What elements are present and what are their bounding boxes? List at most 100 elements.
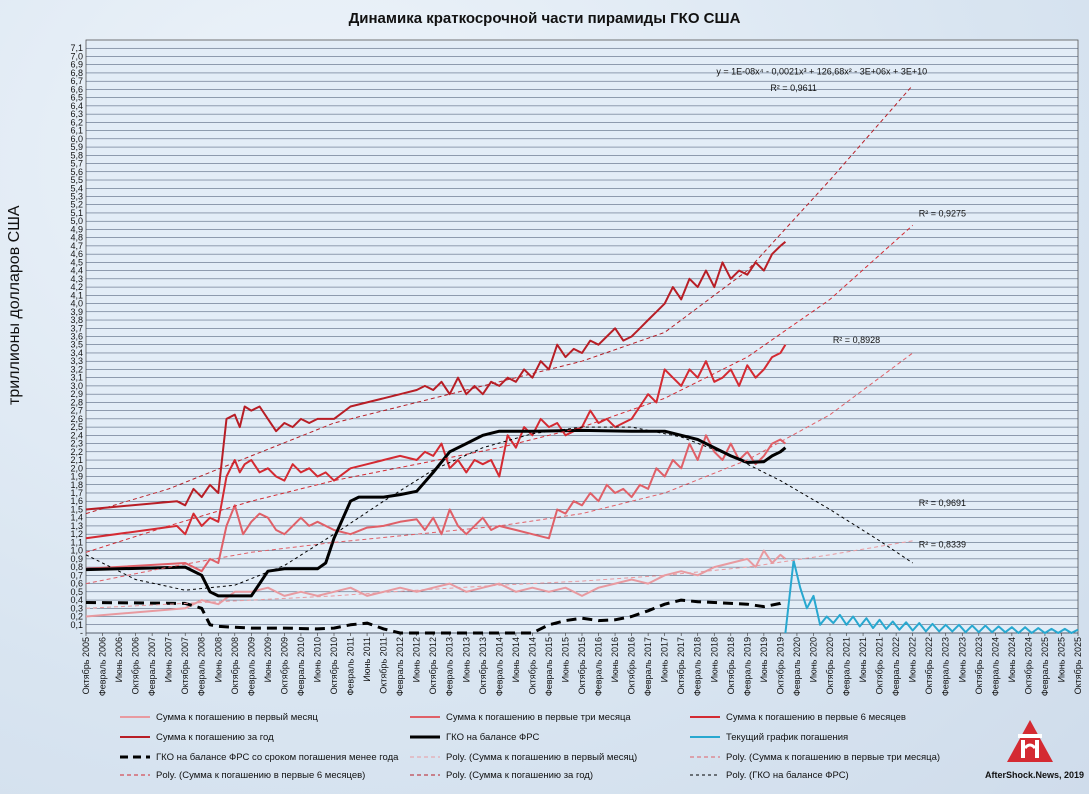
plot-area: -0,10,20,30,40,50,60,70,80,91,01,11,21,3…	[70, 39, 1083, 696]
y-tick-label: 6,7	[70, 76, 83, 86]
legend-item: Сумма к погашению в первый месяц	[120, 712, 318, 723]
legend-item: Сумма к погашению за год	[120, 732, 274, 743]
x-tick-label: Октябрь 2019	[775, 637, 785, 694]
legend-swatch	[410, 735, 440, 739]
x-tick-label: Февраль 2007	[147, 637, 157, 696]
x-tick-label: Июнь 2016	[610, 637, 620, 682]
y-tick-label: 0,5	[70, 587, 83, 597]
x-tick-label: Октябрь 2008	[230, 637, 240, 694]
x-tick-label: Февраль 2018	[693, 637, 703, 696]
y-tick-label: 5,6	[70, 167, 83, 177]
y-tick-label: 3,6	[70, 332, 83, 342]
legend-swatch	[120, 716, 150, 719]
legend-label: Сумма к погашению в первые три месяца	[446, 712, 631, 723]
series-line-10	[85, 84, 914, 515]
y-tick-label: 0,8	[70, 562, 83, 572]
series-line-4	[85, 428, 787, 598]
x-tick-label: Июнь 2008	[213, 637, 223, 682]
y-tick-label: 2,6	[70, 414, 83, 424]
y-tick-label: 1,7	[70, 488, 83, 498]
x-tick-label: Июнь 2013	[461, 637, 471, 682]
y-tick-label: 3,2	[70, 364, 83, 374]
x-tick-label: Октябрь 2017	[676, 637, 686, 694]
legend-swatch	[410, 756, 440, 758]
credit-text: AfterShock.News, 2019	[985, 770, 1085, 780]
y-tick-label: 5,9	[70, 142, 83, 152]
y-tick-label: 0,2	[70, 612, 83, 622]
x-tick-label: Июнь 2009	[263, 637, 273, 682]
legend-label: Текущий график погашения	[726, 732, 849, 743]
x-tick-label: Февраль 2021	[842, 637, 852, 696]
x-tick-label: Октябрь 2007	[180, 637, 190, 694]
y-tick-label: 2,2	[70, 447, 83, 457]
y-tick-label: 6,8	[70, 68, 83, 78]
legend-swatch	[410, 716, 440, 719]
y-tick-label: 2,7	[70, 406, 83, 416]
x-tick-label: Февраль 2008	[197, 637, 207, 696]
y-tick-label: 5,5	[70, 175, 83, 185]
x-tick-label: Июнь 2006	[114, 637, 124, 682]
legend-swatch	[690, 716, 720, 719]
x-tick-label: Октябрь 2011	[379, 637, 389, 694]
x-tick-label: Июнь 2012	[412, 637, 422, 682]
y-tick-label: 4,3	[70, 274, 83, 284]
x-tick-label: Октябрь 2005	[81, 637, 91, 694]
x-tick-label: Февраль 2006	[98, 637, 108, 696]
legend-item: Poly. (Сумма к погашению в первые три ме…	[690, 752, 940, 763]
y-tick-label: 5,8	[70, 150, 83, 160]
legend-swatch	[690, 736, 720, 739]
legend-swatch	[120, 755, 150, 759]
y-tick-label: 6,3	[70, 109, 83, 119]
y-tick-label: 1,3	[70, 521, 83, 531]
legend-label: Сумма к погашению в первый месяц	[156, 712, 318, 723]
x-tick-label: Июнь 2007	[164, 637, 174, 682]
legend: Сумма к погашению в первый месяц Сумма к …	[120, 710, 980, 786]
y-tick-label: 6,6	[70, 84, 83, 94]
y-tick-label: 6,0	[70, 134, 83, 144]
x-tick-label: Июнь 2010	[312, 637, 322, 682]
x-tick-label: Июнь 2011	[362, 637, 372, 682]
x-tick-label: Октябрь 2023	[974, 637, 984, 694]
y-tick-label: 1,4	[70, 513, 83, 523]
x-tick-label: Февраль 2009	[246, 637, 256, 696]
x-tick-label: Июнь 2018	[709, 637, 719, 682]
x-tick-label: Октябрь 2014	[527, 637, 537, 694]
legend-label: Сумма к погашению за год	[156, 732, 274, 743]
x-tick-label: Февраль 2024	[990, 637, 1000, 696]
y-tick-label: 6,4	[70, 101, 83, 111]
chart-title: Динамика краткосрочной части пирамиды ГК…	[348, 10, 741, 27]
x-tick-label: Октябрь 2016	[627, 637, 637, 694]
y-tick-label: 1,2	[70, 529, 83, 539]
legend-item: ГКО на балансе ФРС со сроком погашения м…	[120, 752, 398, 763]
series-line-8	[85, 352, 913, 585]
x-tick-label: Февраль 2019	[742, 637, 752, 696]
legend-swatch	[120, 736, 150, 739]
y-tick-label: 1,0	[70, 546, 83, 556]
y-tick-label: 3,7	[70, 323, 83, 333]
y-tick-label: 1,8	[70, 480, 83, 490]
x-tick-label: Июнь 2025	[1056, 637, 1066, 682]
x-tick-label: Октябрь 2021	[875, 637, 885, 694]
x-tick-label: Октябрь 2020	[825, 637, 835, 694]
legend-item: ГКО на балансе ФРС	[410, 732, 539, 743]
x-tick-label: Октябрь 2015	[577, 637, 587, 694]
legend-item: Poly. (ГКО на балансе ФРС)	[690, 770, 849, 781]
x-tick-label: Июнь 2024	[1007, 637, 1017, 682]
series-line-6	[85, 598, 787, 635]
x-tick-label: Февраль 2017	[643, 637, 653, 696]
x-tick-label: Июнь 2021	[858, 637, 868, 682]
x-tick-label: Июнь 2023	[957, 637, 967, 682]
y-tick-label: 4,8	[70, 233, 83, 243]
x-tick-label: Февраль 2020	[792, 637, 802, 696]
annotation-4: R² = 0,9691	[919, 498, 966, 508]
x-tick-label: Июнь 2022	[908, 637, 918, 682]
series-line-1	[85, 434, 787, 573]
series-line-7	[85, 540, 913, 609]
series-line-0	[85, 549, 787, 618]
legend-label: Poly. (ГКО на балансе ФРС)	[726, 770, 849, 781]
y-tick-label: 0,3	[70, 603, 83, 613]
y-tick-label: 3,9	[70, 307, 83, 317]
series-line-5	[784, 559, 1079, 634]
y-tick-label: 3,4	[70, 348, 83, 358]
legend-swatch	[690, 756, 720, 758]
